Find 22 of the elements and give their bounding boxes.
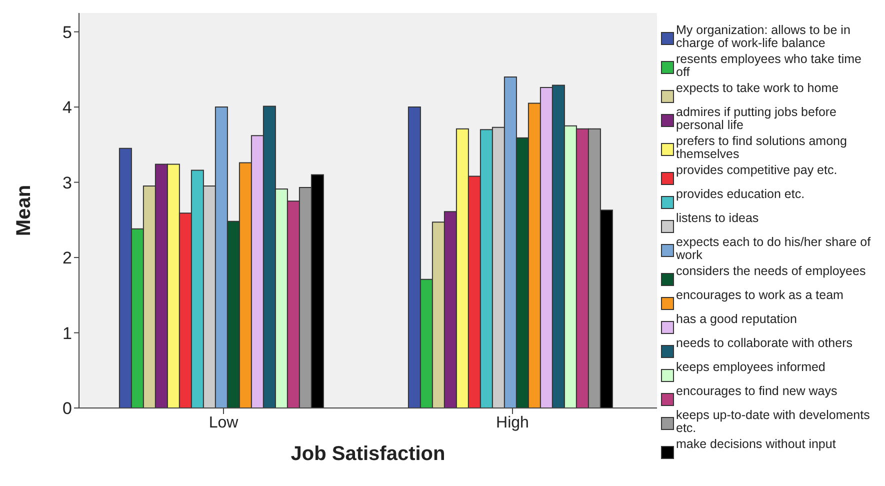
x-axis-title: Job Satisfaction [290,443,446,465]
legend-label: encourages to find new ways [676,384,838,398]
legend-label: keeps employees informed [676,360,826,374]
legend-label: provides education etc. [676,187,805,201]
y-axis-title: Mean [13,184,35,236]
legend-label: provides competitive pay etc. [676,163,838,177]
legend-label: needs to collaborate with others [676,336,852,350]
legend-label: expects to take work to home [676,81,839,95]
legend-label: make decisions without input [676,437,836,451]
x-tick-label: High [496,414,529,432]
y-tick-label: 0 [62,399,72,418]
legend-label: listens to ideas [676,211,759,225]
y-tick-label: 4 [62,98,72,118]
y-tick-label: 3 [62,173,72,192]
y-tick-label: 5 [62,22,72,42]
y-tick-label: 1 [62,324,72,343]
legend-label: has a good reputation [676,312,797,326]
legend-label: keeps up-to-date with develoments etc. [676,408,871,435]
y-tick-label: 2 [62,248,72,268]
legend-label: encourages to work as a team [676,288,844,302]
x-tick-label: Low [208,414,239,432]
legend-label: considers the needs of employees [676,264,866,278]
